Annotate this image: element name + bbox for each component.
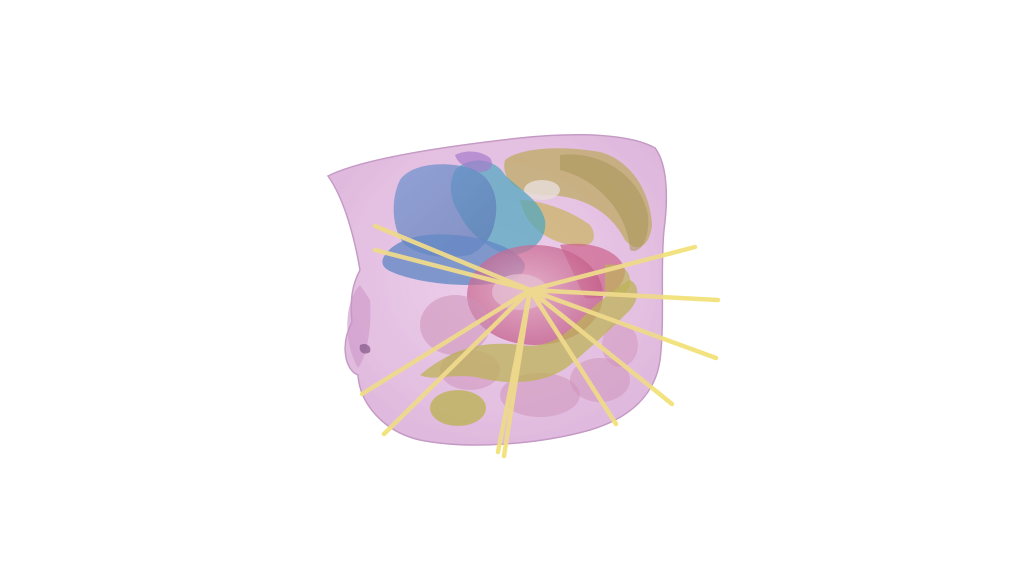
needle-9[interactable] xyxy=(495,287,533,455)
needle-11[interactable] xyxy=(359,287,533,397)
needle-3[interactable] xyxy=(527,244,698,293)
spleen-organ xyxy=(504,148,652,251)
needle-group xyxy=(359,223,721,459)
needle-5[interactable] xyxy=(527,287,719,361)
needle-2[interactable] xyxy=(372,247,533,293)
needle-10[interactable] xyxy=(381,287,533,437)
needle-4[interactable] xyxy=(527,287,721,303)
needle-1[interactable] xyxy=(372,223,533,293)
body-surface-overlay xyxy=(328,134,667,445)
needle-12[interactable] xyxy=(527,287,583,333)
colon xyxy=(420,264,638,426)
needle-7[interactable] xyxy=(527,287,619,427)
